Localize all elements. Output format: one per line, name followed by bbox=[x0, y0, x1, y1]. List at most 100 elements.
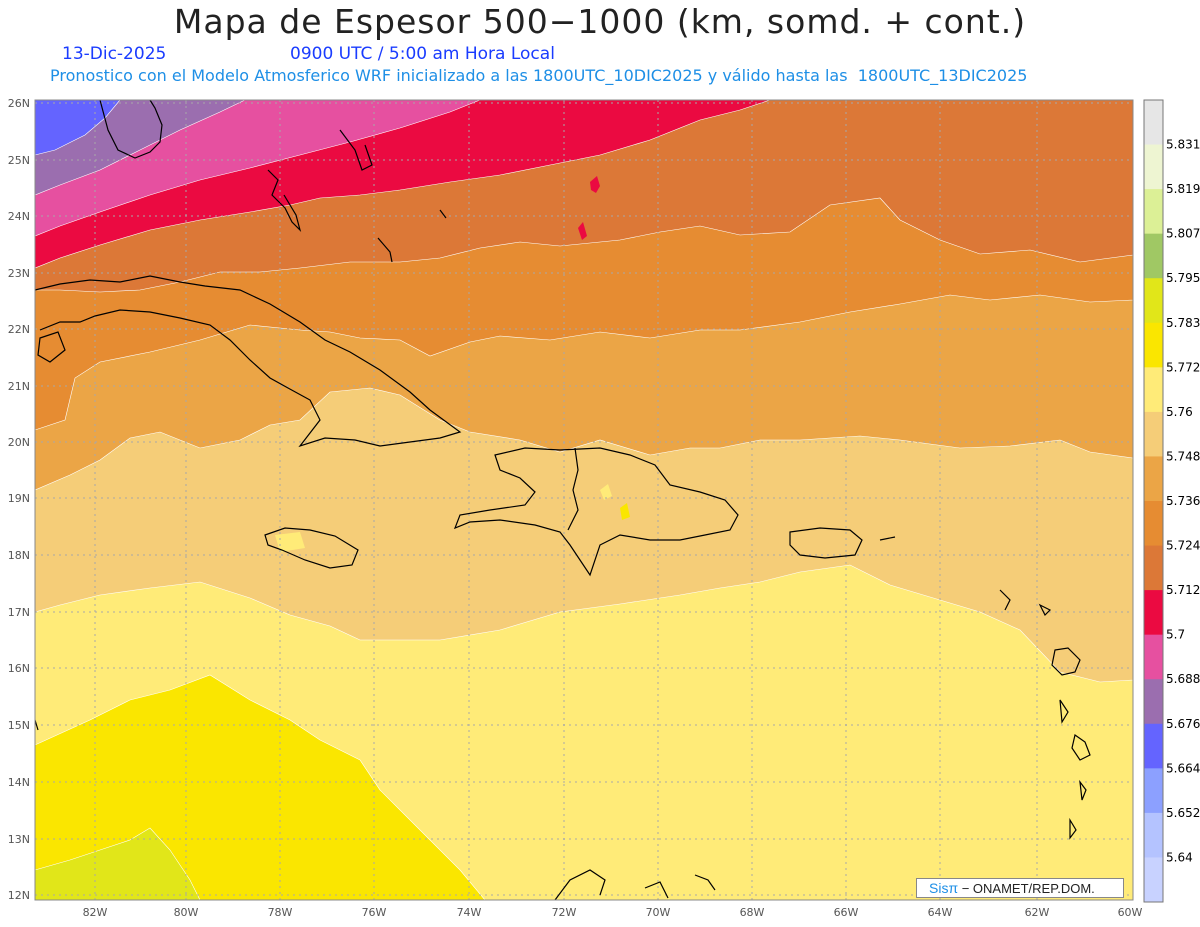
colorbar-label: 5.64 bbox=[1166, 850, 1193, 864]
colorbar-label: 5.688 bbox=[1166, 672, 1200, 686]
lat-tick-label: 18N bbox=[8, 549, 30, 562]
lat-tick-labels: 26N 25N 24N 23N 22N 21N 20N 19N 18N 17N … bbox=[8, 97, 30, 902]
colorbar-label: 5.652 bbox=[1166, 806, 1200, 820]
colorbar-label: 5.76 bbox=[1166, 405, 1193, 419]
colorbar-label: 5.807 bbox=[1166, 227, 1200, 241]
colorbar-swatch bbox=[1144, 278, 1163, 324]
lon-tick-label: 70W bbox=[646, 906, 671, 919]
lon-tick-label: 80W bbox=[174, 906, 199, 919]
band-5772-islet bbox=[620, 503, 630, 520]
sispi-logo: Sisπ bbox=[929, 880, 959, 896]
colorbar-swatch bbox=[1144, 679, 1163, 725]
colorbar-swatch bbox=[1144, 367, 1163, 413]
colorbar-label: 5.748 bbox=[1166, 449, 1200, 463]
colorbar-label: 5.676 bbox=[1166, 717, 1200, 731]
colorbar-label: 5.7 bbox=[1166, 628, 1185, 642]
colorbar-label: 5.664 bbox=[1166, 761, 1200, 775]
lat-tick-label: 21N bbox=[8, 380, 30, 393]
colorbar-frame bbox=[1143, 99, 1164, 903]
colorbar-swatch bbox=[1144, 411, 1163, 457]
lon-tick-label: 72W bbox=[552, 906, 577, 919]
band-5760-islet bbox=[275, 532, 305, 552]
colorbar-swatch bbox=[1144, 233, 1163, 279]
coast-cuba bbox=[34, 275, 462, 448]
coast-lesser-antilles bbox=[1051, 647, 1081, 676]
credit-text: − ONAMET/REP.DOM. bbox=[958, 881, 1095, 896]
lat-tick-label: 13N bbox=[8, 833, 30, 846]
colorbar-swatch bbox=[1144, 144, 1163, 190]
colorbar-swatch bbox=[1144, 100, 1163, 146]
band-5700-islet bbox=[578, 222, 587, 240]
band-5700-islet bbox=[590, 176, 600, 193]
lon-tick-label: 62W bbox=[1025, 906, 1050, 919]
forecast-time: 0900 UTC / 5:00 am Hora Local bbox=[290, 44, 555, 64]
lat-tick-label: 16N bbox=[8, 662, 30, 675]
lat-tick-label: 15N bbox=[8, 719, 30, 732]
lat-tick-label: 12N bbox=[8, 889, 30, 902]
lon-tick-label: 60W bbox=[1118, 906, 1143, 919]
colorbar-swatch bbox=[1144, 590, 1163, 636]
colorbar-swatch bbox=[1144, 322, 1163, 368]
lat-tick-label: 22N bbox=[8, 323, 30, 336]
graticule bbox=[35, 100, 1133, 900]
coast-bahamas bbox=[377, 237, 393, 263]
lon-tick-label: 64W bbox=[928, 906, 953, 919]
lon-tick-label: 68W bbox=[740, 906, 765, 919]
credit-box: Sisπ − ONAMET/REP.DOM. bbox=[916, 878, 1124, 898]
lon-tick-label: 74W bbox=[457, 906, 482, 919]
colorbar-swatch bbox=[1144, 545, 1163, 591]
coast-lesser-antilles bbox=[1059, 699, 1069, 724]
lat-tick-label: 19N bbox=[8, 492, 30, 505]
coast-lesser-antilles bbox=[1079, 779, 1087, 801]
coast-hispaniola bbox=[453, 447, 739, 577]
colorbar-label: 5.795 bbox=[1166, 271, 1200, 285]
colorbar-label: 5.831 bbox=[1166, 138, 1200, 152]
coast-bahamas bbox=[339, 129, 373, 171]
colorbar-label: 5.783 bbox=[1166, 316, 1200, 330]
band-5760-islet bbox=[600, 484, 612, 500]
coast-haiti-border bbox=[567, 447, 579, 531]
lon-tick-labels: 82W 80W 78W 76W 74W 72W 70W 68W 66W 64W … bbox=[83, 906, 1143, 919]
colorbar-swatch bbox=[1144, 857, 1163, 903]
lon-tick-label: 66W bbox=[834, 906, 859, 919]
colorbar: 5.831 5.819 5.807 5.795 5.783 5.772 5.76 5.748 5… bbox=[1143, 99, 1200, 903]
coast-puerto-rico bbox=[789, 527, 863, 559]
lat-tick-label: 25N bbox=[8, 154, 30, 167]
lat-tick-label: 14N bbox=[8, 776, 30, 789]
coast-curacao bbox=[694, 874, 716, 891]
coast-lesser-antilles bbox=[1038, 603, 1052, 617]
coast-florida bbox=[99, 99, 163, 159]
lat-tick-label: 23N bbox=[8, 267, 30, 280]
colorbar-swatch bbox=[1144, 634, 1163, 680]
coast-lesser-antilles bbox=[1069, 817, 1077, 840]
coast-virgin-islands bbox=[879, 536, 896, 541]
lat-tick-label: 17N bbox=[8, 606, 30, 619]
colorbar-label: 5.819 bbox=[1166, 182, 1200, 196]
map-border bbox=[34, 99, 1134, 901]
colorbar-swatch bbox=[1144, 812, 1163, 858]
colorbar-swatch bbox=[1144, 189, 1163, 235]
coast-jamaica bbox=[264, 527, 359, 569]
thickness-fields bbox=[34, 99, 1134, 901]
colorbar-label: 5.736 bbox=[1166, 494, 1200, 508]
coast-isla-juventud bbox=[37, 331, 66, 363]
colorbar-swatch bbox=[1144, 456, 1163, 502]
lat-tick-label: 24N bbox=[8, 210, 30, 223]
colorbar-label: 5.712 bbox=[1166, 583, 1200, 597]
map-title: Mapa de Espesor 500−1000 (km, somd. + co… bbox=[173, 2, 1027, 41]
coast-aruba bbox=[644, 881, 669, 899]
colorbar-swatch bbox=[1144, 768, 1163, 814]
forecast-subtitle: Pronostico con el Modelo Atmosferico WRF… bbox=[50, 66, 1028, 85]
lon-tick-label: 78W bbox=[268, 906, 293, 919]
coast-lesser-antilles bbox=[1071, 733, 1091, 761]
forecast-date: 13-Dic-2025 bbox=[62, 44, 167, 64]
colorbar-swatch bbox=[1144, 723, 1163, 769]
coast-lesser-antilles bbox=[999, 589, 1011, 611]
colorbar-label: 5.724 bbox=[1166, 539, 1200, 553]
colorbar-label: 5.772 bbox=[1166, 360, 1200, 374]
lon-tick-label: 76W bbox=[362, 906, 387, 919]
lon-tick-label: 82W bbox=[83, 906, 108, 919]
coast-bahamas bbox=[267, 169, 302, 233]
coast-south-america bbox=[554, 869, 606, 901]
